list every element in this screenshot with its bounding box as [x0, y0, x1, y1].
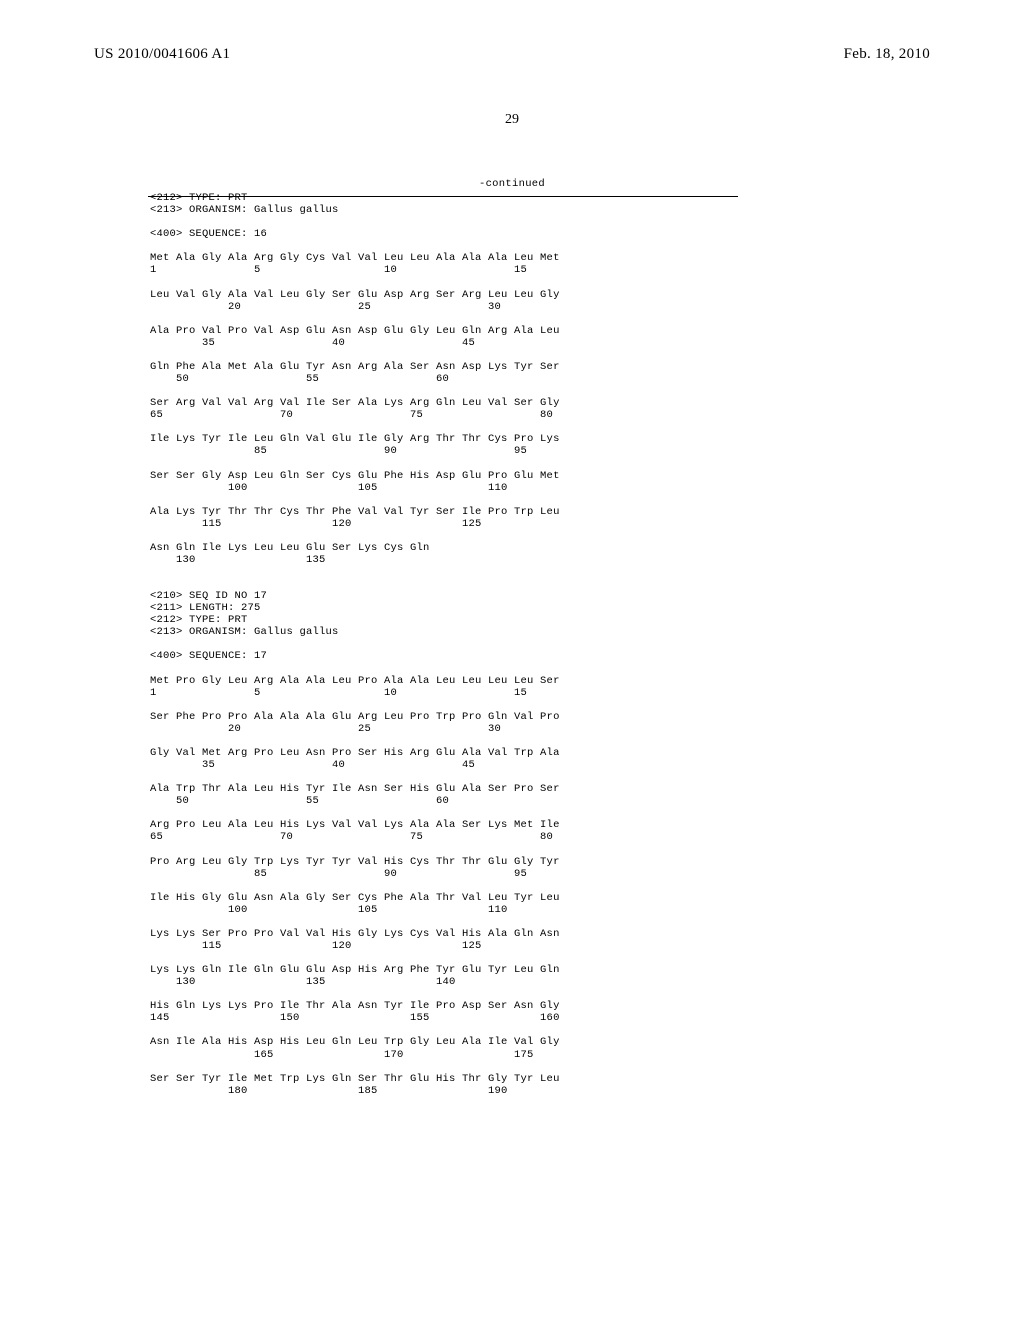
page-header: US 2010/0041606 A1 Feb. 18, 2010 — [0, 46, 1024, 63]
publication-number: US 2010/0041606 A1 — [94, 46, 230, 63]
publication-date: Feb. 18, 2010 — [844, 46, 930, 63]
sequence-listing: <212> TYPE: PRT <213> ORGANISM: Gallus g… — [150, 180, 710, 1097]
page-number: 29 — [0, 112, 1024, 128]
